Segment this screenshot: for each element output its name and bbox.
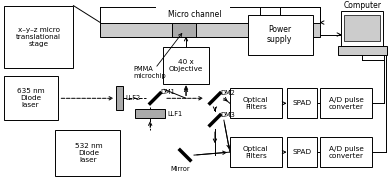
Bar xyxy=(230,88,282,118)
Text: DM3: DM3 xyxy=(220,112,235,118)
Bar xyxy=(116,86,123,110)
Bar xyxy=(100,23,319,36)
Bar xyxy=(319,88,372,118)
Bar xyxy=(172,23,196,36)
Text: Power
supply: Power supply xyxy=(267,25,292,44)
Bar xyxy=(287,88,317,118)
Text: 40 x
Objective: 40 x Objective xyxy=(169,59,203,72)
Text: 532 nm
Diode
laser: 532 nm Diode laser xyxy=(74,143,102,163)
Text: A/D pulse
converter: A/D pulse converter xyxy=(328,97,363,110)
Bar xyxy=(248,15,312,55)
Bar xyxy=(345,15,380,41)
Bar xyxy=(4,76,58,120)
Bar xyxy=(341,11,383,46)
Text: DM1: DM1 xyxy=(160,89,175,95)
Text: SPAD: SPAD xyxy=(292,149,311,155)
Bar xyxy=(135,109,165,118)
Text: A/D pulse
converter: A/D pulse converter xyxy=(328,146,363,159)
Text: PMMA
microchip: PMMA microchip xyxy=(133,66,166,79)
Text: Optical
Filters: Optical Filters xyxy=(243,146,269,159)
Bar xyxy=(338,46,387,55)
Text: Mirror: Mirror xyxy=(170,166,190,172)
Text: LLF1: LLF1 xyxy=(167,111,182,117)
Bar xyxy=(230,137,282,167)
Text: DM2: DM2 xyxy=(220,90,235,96)
Bar xyxy=(163,47,209,84)
Text: x–y–z micro
translational
stage: x–y–z micro translational stage xyxy=(16,27,61,46)
Text: LLF2: LLF2 xyxy=(125,95,140,101)
Text: Computer: Computer xyxy=(343,1,381,10)
Bar xyxy=(287,137,317,167)
Bar xyxy=(319,137,372,167)
Text: Optical
Filters: Optical Filters xyxy=(243,97,269,110)
Text: SPAD: SPAD xyxy=(292,100,311,106)
Text: 635 nm
Diode
laser: 635 nm Diode laser xyxy=(17,88,44,108)
Text: Micro channel: Micro channel xyxy=(168,10,222,19)
Bar xyxy=(56,130,120,176)
Bar xyxy=(4,6,73,68)
